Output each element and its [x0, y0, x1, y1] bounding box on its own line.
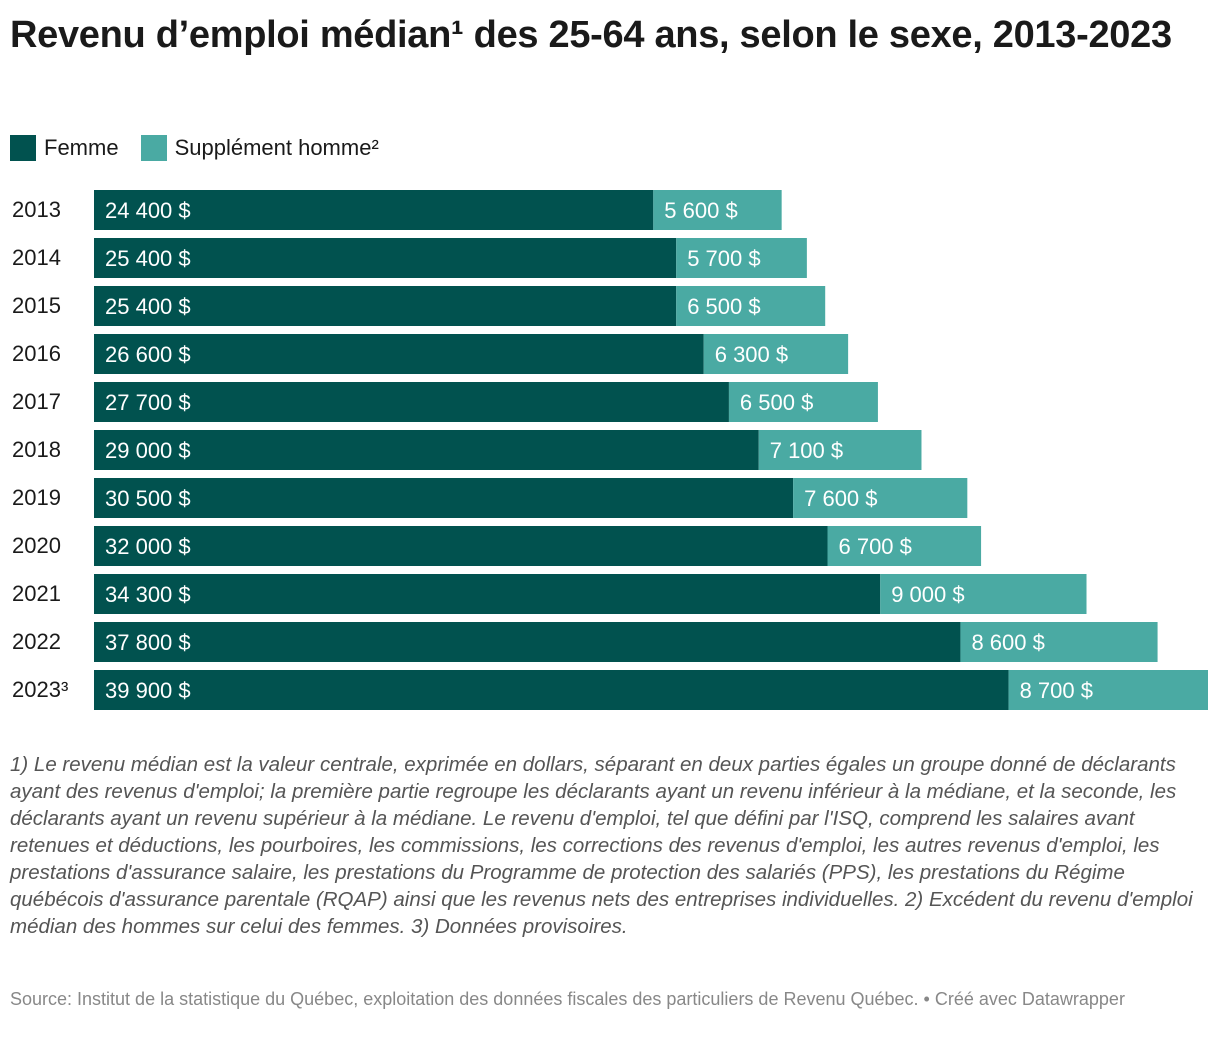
bar-value-label-supplement-homme: 5 600 $	[664, 198, 737, 223]
bar-femme	[94, 670, 1009, 710]
legend-item-supplement-homme: Supplément homme²	[140, 135, 379, 161]
bar-value-label-supplement-homme: 9 000 $	[891, 582, 964, 607]
bar-supplement-homme	[758, 430, 922, 470]
bar-value-label-femme: 25 400 $	[105, 294, 191, 319]
bar-value-label-femme: 24 400 $	[105, 198, 191, 223]
bar-femme	[94, 430, 759, 470]
bar-femme	[94, 478, 794, 518]
bar-supplement-homme	[880, 574, 1087, 614]
bar-value-label-supplement-homme: 7 600 $	[804, 486, 877, 511]
bar-value-label-femme: 29 000 $	[105, 438, 191, 463]
legend: Femme Supplément homme²	[10, 133, 401, 163]
bar-supplement-homme	[960, 622, 1158, 662]
bar-supplement-homme	[1008, 670, 1208, 710]
bar-value-label-supplement-homme: 8 700 $	[1020, 678, 1093, 703]
bar-supplement-homme	[703, 334, 849, 374]
source-credit: Source: Institut de la statistique du Qu…	[10, 989, 1125, 1009]
legend-swatch-supplement-homme	[140, 135, 167, 161]
bar-value-label-femme: 27 700 $	[105, 390, 191, 415]
bar-value-label-femme: 34 300 $	[105, 582, 191, 607]
year-label: 2015	[12, 293, 61, 318]
bar-value-label-supplement-homme: 6 500 $	[740, 390, 813, 415]
bar-value-label-femme: 39 900 $	[105, 678, 191, 703]
bar-chart: 2013 24 400 $ 5 600 $ 2014 25 400 $ 5 700 $ 20…	[12, 190, 1208, 710]
legend-label-supplement-homme: Supplément homme²	[174, 135, 379, 160]
bar-supplement-homme	[793, 478, 968, 518]
legend-label-femme: Femme	[44, 135, 119, 160]
bar-femme	[94, 286, 677, 326]
bar-value-label-femme: 26 600 $	[105, 342, 191, 367]
legend-swatch-femme	[10, 135, 36, 161]
bar-value-label-femme: 32 000 $	[105, 534, 191, 559]
bar-femme	[94, 334, 704, 374]
bar-value-label-supplement-homme: 5 700 $	[687, 246, 760, 271]
bar-value-label-supplement-homme: 6 300 $	[715, 342, 788, 367]
bar-supplement-homme	[728, 382, 878, 422]
bar-femme	[94, 238, 677, 278]
bar-value-label-supplement-homme: 6 700 $	[838, 534, 911, 559]
bar-supplement-homme	[653, 190, 782, 230]
year-label: 2014	[12, 245, 61, 270]
chart-title: Revenu d’emploi médian¹ des 25-64 ans, s…	[10, 14, 1172, 56]
year-label: 2013	[12, 197, 61, 222]
year-label: 2022	[12, 629, 61, 654]
year-label: 2017	[12, 389, 61, 414]
bar-supplement-homme	[676, 238, 807, 278]
bar-supplement-homme	[827, 526, 982, 566]
bar-value-label-supplement-homme: 7 100 $	[770, 438, 843, 463]
year-label: 2023³	[12, 677, 68, 702]
bar-femme	[94, 622, 961, 662]
bar-value-label-femme: 25 400 $	[105, 246, 191, 271]
bar-femme	[94, 526, 828, 566]
year-label: 2020	[12, 533, 61, 558]
bar-value-label-supplement-homme: 8 600 $	[971, 630, 1044, 655]
year-label: 2019	[12, 485, 61, 510]
year-label: 2018	[12, 437, 61, 462]
legend-item-femme: Femme	[10, 135, 119, 161]
bar-femme	[94, 574, 881, 614]
bar-value-label-supplement-homme: 6 500 $	[687, 294, 760, 319]
bar-value-label-femme: 30 500 $	[105, 486, 191, 511]
bar-femme	[94, 190, 654, 230]
bar-supplement-homme	[676, 286, 826, 326]
bar-value-label-femme: 37 800 $	[105, 630, 191, 655]
footnotes: 1) Le revenu médian est la valeur centra…	[10, 753, 1193, 938]
year-label: 2016	[12, 341, 61, 366]
year-label: 2021	[12, 581, 61, 606]
bar-femme	[94, 382, 729, 422]
